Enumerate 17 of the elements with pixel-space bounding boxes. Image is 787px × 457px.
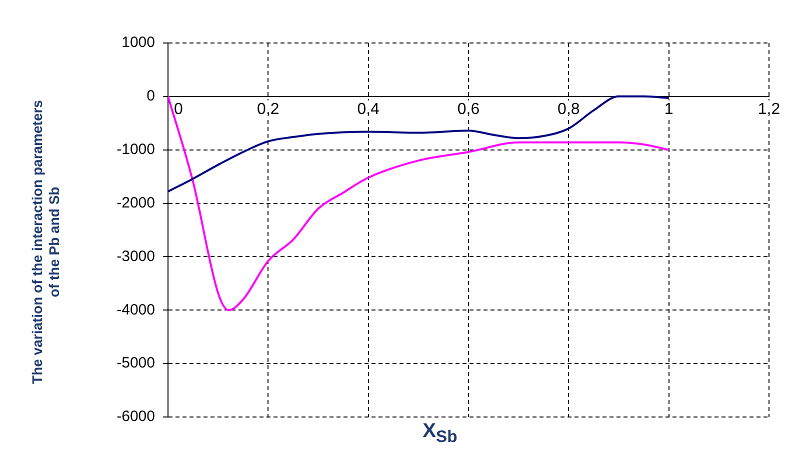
- x-tick-label: 0,8: [558, 100, 580, 118]
- y-tick-label: -2000: [116, 194, 155, 212]
- x-tick-label: 1,2: [758, 100, 780, 118]
- y-axis-title: The variation of the interaction parameters of the Pb and Sb: [29, 99, 63, 386]
- y-tick-label: -6000: [116, 408, 155, 426]
- y-tick-label: 1000: [122, 34, 155, 52]
- y-tick-label: -4000: [116, 301, 155, 318]
- x-tick-label: 0,4: [357, 100, 380, 118]
- y-tick-label: -5000: [116, 354, 155, 372]
- x-tick-label: 1: [664, 100, 674, 118]
- x-tick-label: 0,6: [457, 100, 480, 118]
- y-tick-label: 0: [146, 88, 155, 105]
- x-tick-label: 0: [174, 100, 183, 118]
- x-tick-label: 0,2: [257, 100, 280, 118]
- x-axis-title: X$_{Sb}$: [422, 420, 458, 447]
- y-tick-label: -1000: [116, 141, 155, 158]
- y-tick-label: -3000: [116, 248, 155, 265]
